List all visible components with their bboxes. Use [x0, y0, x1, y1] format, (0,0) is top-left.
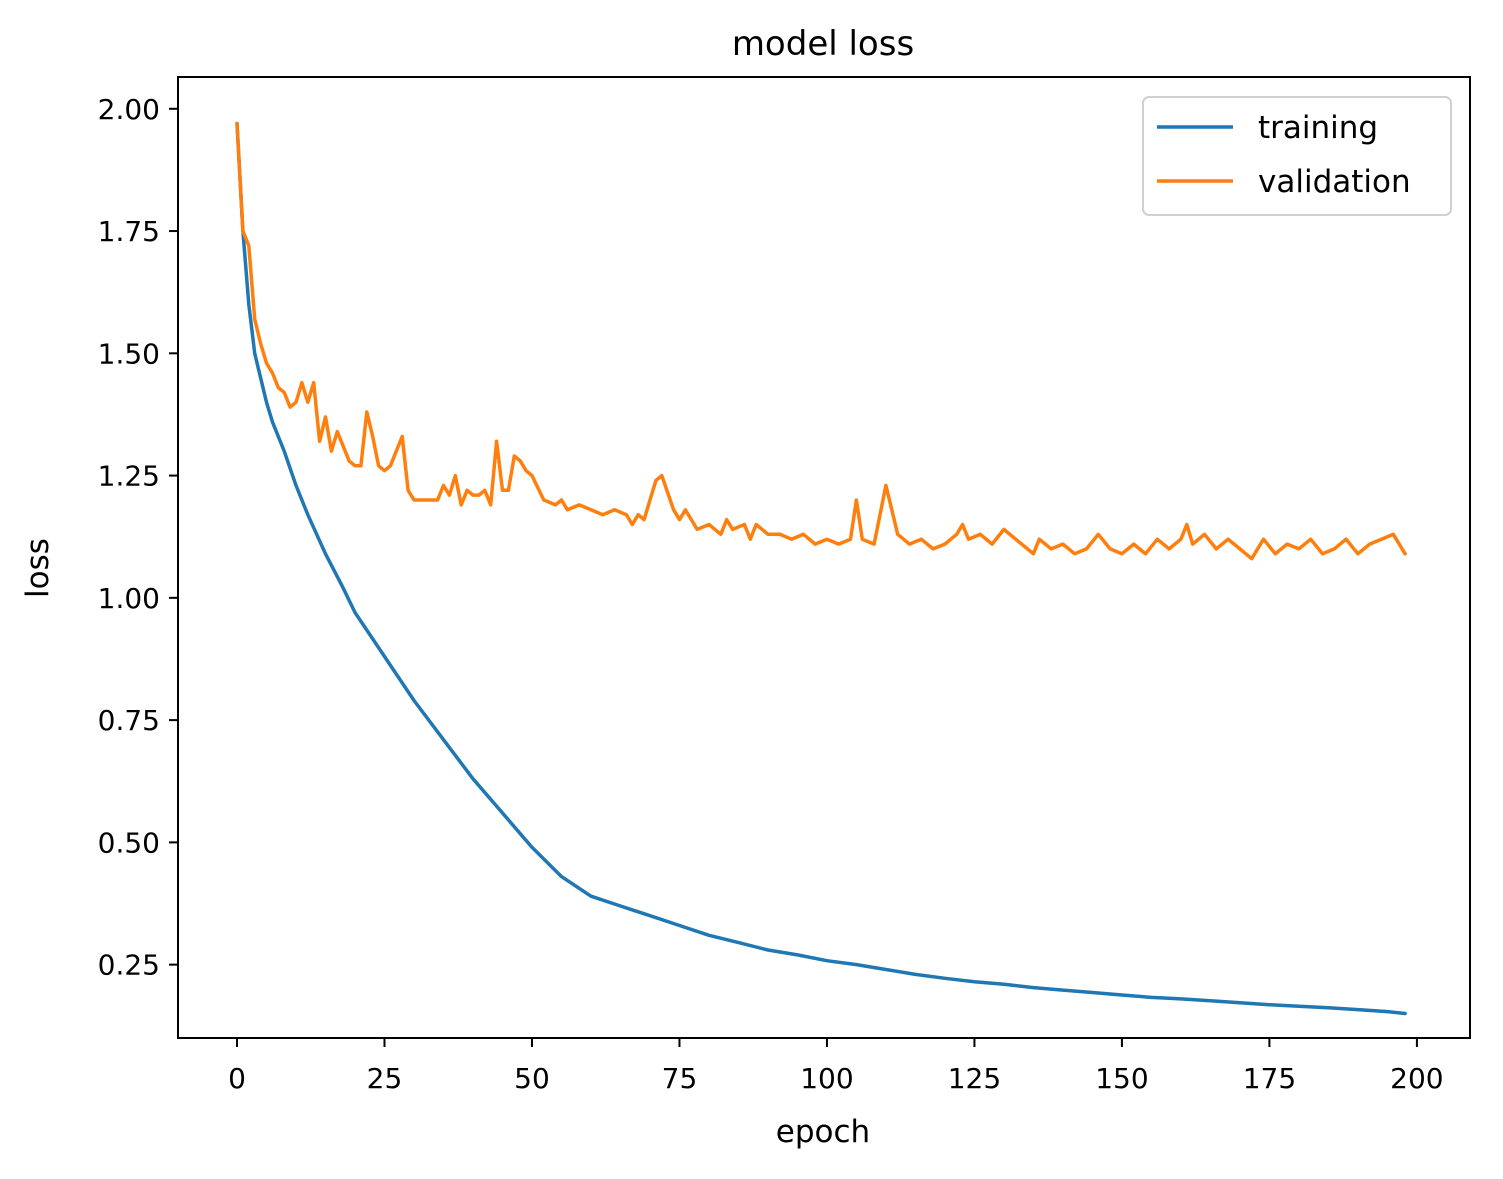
x-axis-label: epoch — [776, 1114, 870, 1150]
x-tick-label: 100 — [800, 1062, 853, 1095]
y-tick-label: 0.75 — [98, 704, 160, 737]
y-axis: 0.25 0.50 0.75 1.00 1.25 1.50 1.75 2.00 — [98, 93, 178, 982]
x-tick-label: 200 — [1390, 1062, 1443, 1095]
y-tick-label: 2.00 — [98, 93, 160, 126]
x-tick-label: 50 — [514, 1062, 550, 1095]
x-tick-label: 125 — [948, 1062, 1001, 1095]
series-line-validation — [235, 121, 1407, 561]
x-axis: 0 25 50 75 100 125 150 175 200 — [228, 1038, 1444, 1095]
x-tick-label: 75 — [662, 1062, 698, 1095]
y-tick-label: 1.50 — [98, 337, 160, 370]
y-tick-label: 0.50 — [98, 826, 160, 859]
chart-title: model loss — [732, 24, 914, 64]
series-line-training — [235, 121, 1407, 1016]
plot-frame — [177, 76, 1471, 1039]
y-tick-label: 1.25 — [98, 460, 160, 493]
legend: training validation — [1142, 96, 1452, 216]
x-tick-label: 150 — [1095, 1062, 1148, 1095]
y-tick-label: 1.00 — [98, 582, 160, 615]
y-tick-label: 0.25 — [98, 949, 160, 982]
legend-validation-label: validation — [1258, 164, 1411, 200]
legend-training-label: training — [1258, 110, 1378, 146]
y-axis-label: loss — [20, 538, 56, 598]
x-tick-label: 175 — [1243, 1062, 1296, 1095]
y-tick-label: 1.75 — [98, 215, 160, 248]
x-tick-label: 0 — [228, 1062, 246, 1095]
x-tick-label: 25 — [367, 1062, 403, 1095]
